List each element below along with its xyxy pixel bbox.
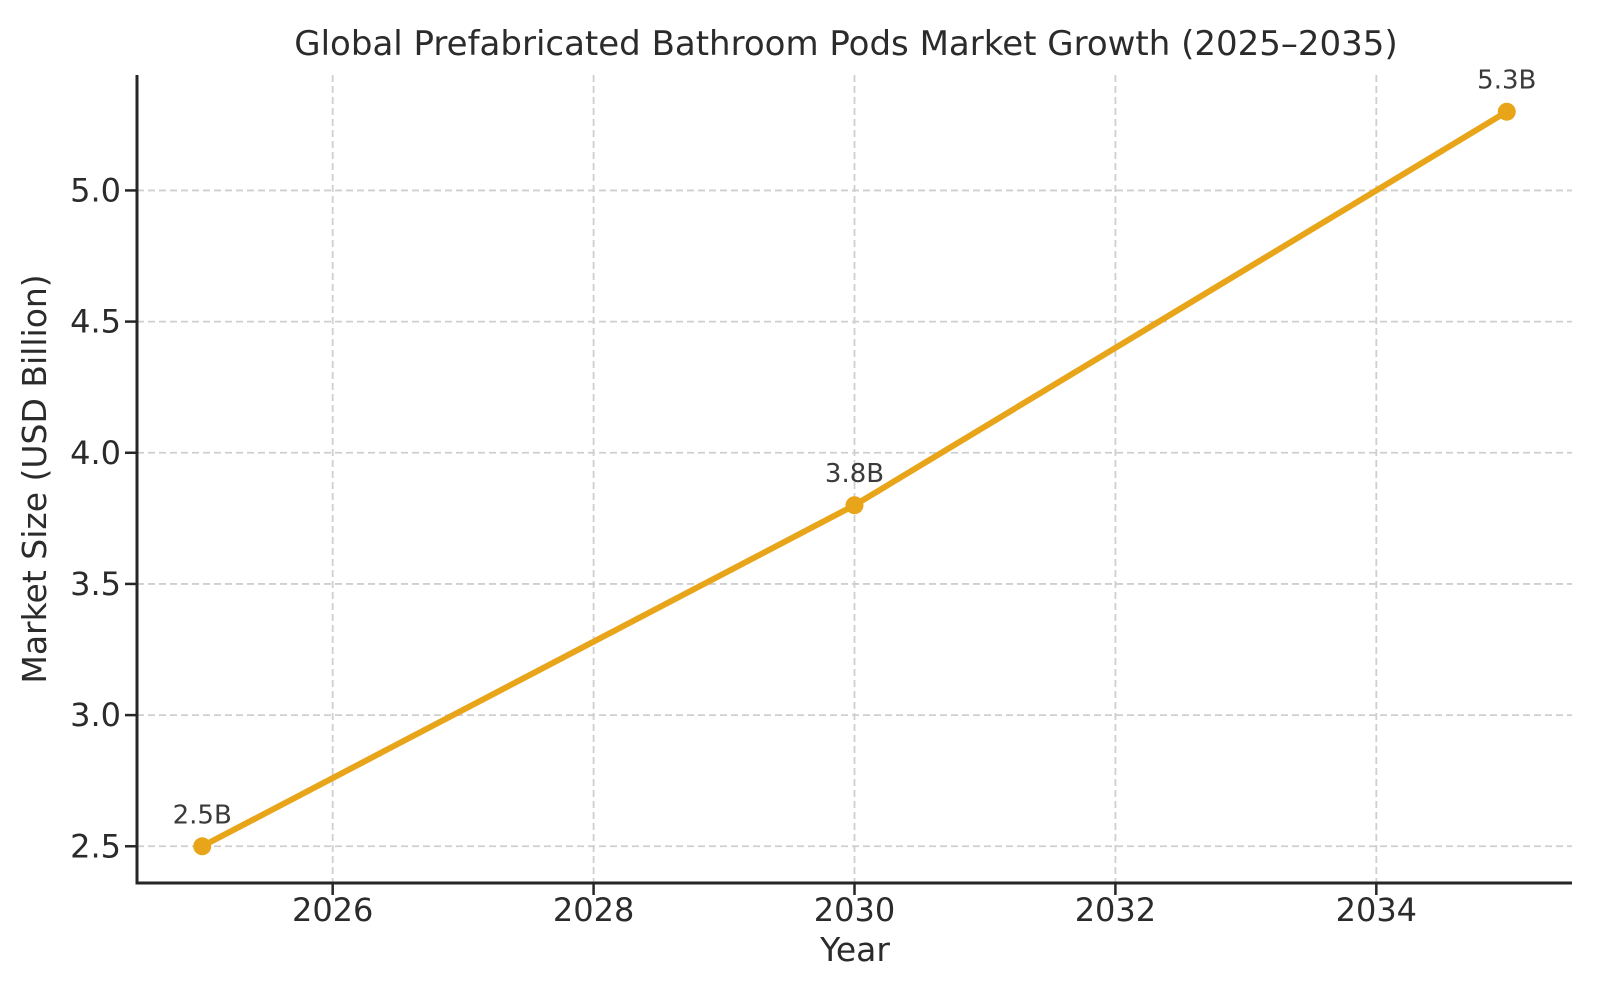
- x-tick-label: 2026: [292, 891, 373, 929]
- y-tick-labels: 2.5 3.0 3.5 4.0 4.5 5.0: [70, 171, 121, 865]
- y-tick-label: 3.0: [70, 696, 121, 734]
- chart-title: Global Prefabricated Bathroom Pods Marke…: [294, 24, 1397, 64]
- x-tick-label: 2034: [1336, 891, 1417, 929]
- x-axis-label: Year: [819, 930, 890, 969]
- point-label: 2.5B: [173, 800, 232, 830]
- x-tick-label: 2030: [814, 891, 895, 929]
- data-point: [1497, 102, 1516, 121]
- gridlines: [137, 75, 1572, 883]
- data-point: [193, 837, 212, 856]
- axis-ticks: [125, 189, 1378, 895]
- data-point: [845, 496, 864, 515]
- point-label: 3.8B: [825, 459, 884, 489]
- x-tick-label: 2028: [553, 891, 634, 929]
- y-tick-label: 4.0: [70, 434, 121, 472]
- data-points: [193, 102, 1516, 856]
- y-tick-label: 2.5: [70, 827, 121, 865]
- x-tick-label: 2032: [1075, 891, 1156, 929]
- x-tick-labels: 2026 2028 2030 2032 2034: [292, 891, 1417, 929]
- point-label: 5.3B: [1477, 66, 1536, 96]
- y-axis-label: Market Size (USD Billion): [15, 274, 54, 683]
- y-tick-label: 3.5: [70, 565, 121, 603]
- y-tick-label: 5.0: [70, 171, 121, 209]
- point-labels: 2.5B 3.8B 5.3B: [173, 66, 1537, 831]
- y-tick-label: 4.5: [70, 303, 121, 341]
